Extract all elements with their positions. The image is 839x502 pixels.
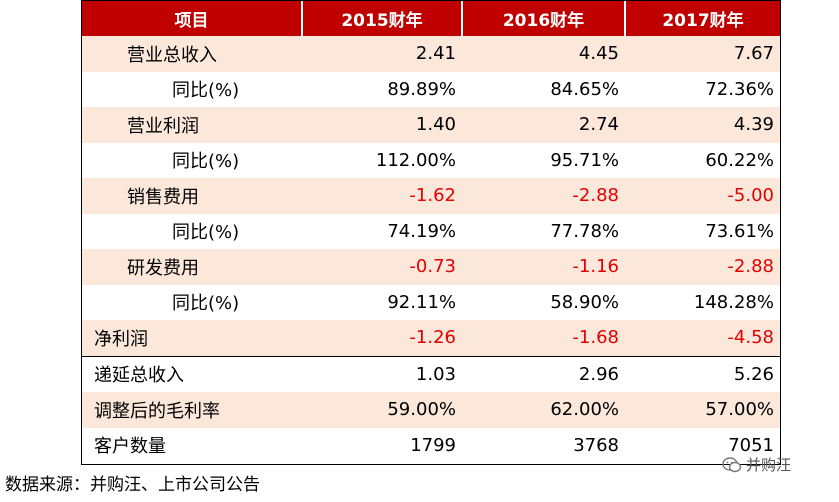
value-cell: 62.00% <box>462 392 625 428</box>
value-cell: 3768 <box>462 427 625 463</box>
value-cell: -0.73 <box>302 249 462 285</box>
table-row: 同比(%) 92.11% 58.90% 148.28% <box>82 284 780 320</box>
value-cell: -1.68 <box>462 320 625 356</box>
value-cell: -1.26 <box>302 320 462 356</box>
table-row: 营业利润 1.40 2.74 4.39 <box>82 107 780 143</box>
row-label: 客户数量 <box>82 427 302 463</box>
row-label: 净利润 <box>82 320 302 356</box>
row-label: 同比(%) <box>82 213 302 249</box>
value-cell: 5.26 <box>625 355 780 392</box>
header-item: 项目 <box>82 1 302 36</box>
table-row: 调整后的毛利率 59.00% 62.00% 57.00% <box>82 392 780 428</box>
value-cell: 4.45 <box>462 36 625 72</box>
value-cell: 92.11% <box>302 284 462 320</box>
row-label: 营业利润 <box>82 107 302 143</box>
value-cell: 84.65% <box>462 71 625 107</box>
table-row: 同比(%) 89.89% 84.65% 72.36% <box>82 71 780 107</box>
value-cell: 77.78% <box>462 213 625 249</box>
table-row: 营业总收入 2.41 4.45 7.67 <box>82 36 780 72</box>
table-row: 销售费用 -1.62 -2.88 -5.00 <box>82 178 780 214</box>
value-cell: -4.58 <box>625 320 780 356</box>
table-row: 净利润 -1.26 -1.68 -4.58 <box>82 320 780 356</box>
table-row: 研发费用 -0.73 -1.16 -2.88 <box>82 249 780 285</box>
table-row: 递延总收入 1.03 2.96 5.26 <box>82 355 780 392</box>
value-cell: 89.89% <box>302 71 462 107</box>
value-cell: -2.88 <box>462 178 625 214</box>
value-cell: 1.40 <box>302 107 462 143</box>
value-cell: -1.16 <box>462 249 625 285</box>
financial-table-container: 项目 2015财年 2016财年 2017财年 营业总收入 2.41 4.45 7.6… <box>81 0 781 465</box>
value-cell: 1.03 <box>302 355 462 392</box>
header-row: 项目 2015财年 2016财年 2017财年 <box>82 1 780 36</box>
row-label: 研发费用 <box>82 249 302 285</box>
logo-text: 并购汪 <box>746 456 792 474</box>
value-cell: 2.96 <box>462 355 625 392</box>
value-cell: 2.74 <box>462 107 625 143</box>
value-cell: 4.39 <box>625 107 780 143</box>
value-cell: 112.00% <box>302 142 462 178</box>
value-cell: 1799 <box>302 427 462 463</box>
wechat-logo: 并购汪 <box>722 454 791 475</box>
value-cell: 72.36% <box>625 71 780 107</box>
row-label: 同比(%) <box>82 284 302 320</box>
row-label: 同比(%) <box>82 71 302 107</box>
value-cell: 60.22% <box>625 142 780 178</box>
row-label: 同比(%) <box>82 142 302 178</box>
wechat-icon <box>722 456 742 472</box>
value-cell: 7.67 <box>625 36 780 72</box>
row-label: 营业总收入 <box>82 36 302 72</box>
row-label: 递延总收入 <box>82 355 302 392</box>
financial-table: 项目 2015财年 2016财年 2017财年 营业总收入 2.41 4.45 7.6… <box>82 1 780 463</box>
value-cell: 59.00% <box>302 392 462 428</box>
row-label: 调整后的毛利率 <box>82 392 302 428</box>
header-fy2016: 2016财年 <box>461 1 625 36</box>
value-cell: -2.88 <box>625 249 780 285</box>
header-fy2015: 2015财年 <box>301 1 462 36</box>
value-cell: 58.90% <box>462 284 625 320</box>
value-cell: 74.19% <box>302 213 462 249</box>
value-cell: 57.00% <box>625 392 780 428</box>
value-cell: -5.00 <box>625 178 780 214</box>
table-body: 营业总收入 2.41 4.45 7.67 同比(%) 89.89% 84.65% 72.36%… <box>82 36 780 463</box>
value-cell: 7051 <box>625 427 780 463</box>
table-row: 客户数量 1799 3768 7051 <box>82 427 780 463</box>
table-row: 同比(%) 112.00% 95.71% 60.22% <box>82 142 780 178</box>
value-cell: 148.28% <box>625 284 780 320</box>
value-cell: 2.41 <box>302 36 462 72</box>
header-fy2017: 2017财年 <box>624 1 780 36</box>
value-cell: -1.62 <box>302 178 462 214</box>
value-cell: 73.61% <box>625 213 780 249</box>
value-cell: 95.71% <box>462 142 625 178</box>
row-label: 销售费用 <box>82 178 302 214</box>
source-note: 数据来源：并购汪、上市公司公告 <box>5 475 260 495</box>
table-row: 同比(%) 74.19% 77.78% 73.61% <box>82 213 780 249</box>
